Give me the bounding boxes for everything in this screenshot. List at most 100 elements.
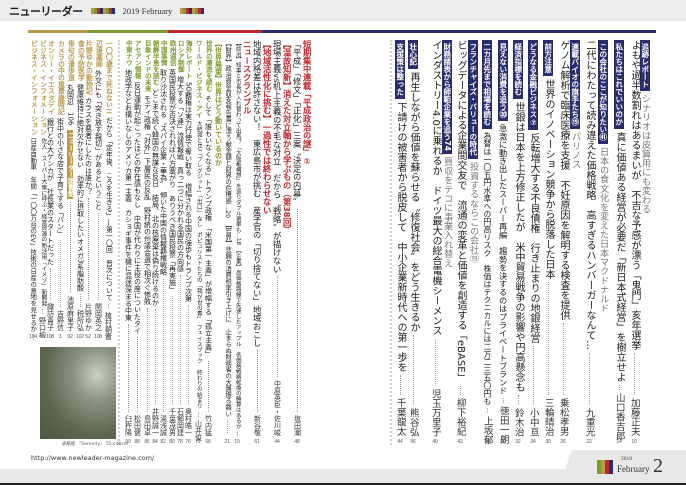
author-name: 湯浅誠 <box>159 415 168 436</box>
section-tag: 欧州通信 <box>168 40 177 66</box>
page-ref: 21 <box>224 439 230 445</box>
contents-entry[interactable]: カメラの中の風景歳時記 街中の小さな店で子育てする「パン」 吉野信 3 <box>56 40 65 340</box>
dotted-leader <box>146 308 148 412</box>
article-title: だから「定年後、ころを生きる」―第一〇回 晋次について <box>104 117 113 301</box>
contents-entry[interactable]: 一〇〇歳まで死ねない!! だから「定年後、ころを生きる」―第一〇回 晋次について植… <box>104 40 113 340</box>
page-ref: 34 <box>530 439 536 445</box>
contents-entry[interactable]: 追跡レポート シナリオは皮算用にも変わる <box>638 40 652 445</box>
contents-entry[interactable]: 辺境薬師 外交にも「突き放す親切」があるということ 関岡英之 108 <box>94 40 103 340</box>
contents-entry[interactable]: 連載バイオの旗手たち⑲ パリノス <box>568 40 582 445</box>
contents-entry[interactable]: 現場主義vs机上主義の不毛な対立 だから〝戦略〟が描けない 中原英臣・佐川峻 44 <box>272 40 282 445</box>
contents-entry[interactable]: この会社のここが知りたい㊶ 日本の食文化を変えた日本マクドナルド <box>596 40 610 445</box>
contents-entry[interactable]: ニュースクランブル <box>242 40 252 445</box>
author-name: 鈴木治 <box>512 407 524 437</box>
contents-entry[interactable]: 海外レポート 5G覇権は実力行使で奪い取る 増幅される中国の強歩もトランプ次第 奥村… <box>184 40 193 445</box>
dotted-leader <box>41 309 43 315</box>
page-ref: 108 <box>46 334 54 340</box>
author-name: 片野ゆか <box>84 303 93 331</box>
contents-entry[interactable]: 片野ゆかの動物記 カラスを悪者にしたのは誰か？ 片野ゆか 52 <box>84 40 93 340</box>
contents-entry[interactable]: ロシア制御 増大する「ソ連」流情報戦 真っ二つに分かれる国民の方向感 石郷岡建 78 <box>176 40 184 445</box>
contents-entry[interactable]: ワールド・ビジネス・アイ 大統領とEU「ブレグジット」「出口」なし ポピュリストた… <box>194 40 202 445</box>
contents-entry[interactable]: 俳句の漫歩道 丸岡忍 106 ニューリーダー図書館 池原麻里子 92 <box>66 40 75 340</box>
contents-entry[interactable]: 【地域活性化に挑む】一過性では終わらせない <box>262 40 272 445</box>
section-tag: 俳句の漫歩道 <box>66 40 75 81</box>
issue-label: 2019 February <box>122 5 173 16</box>
page-ref: 96 <box>410 439 416 445</box>
author-name: 児玉万里子 <box>429 388 441 437</box>
author-name: 塩田潮 <box>293 415 302 436</box>
contents-entry[interactable]: ビジネス・インフォメーション 日産自動車 年間「一〇〇万台のEV」技術の日産の意地… <box>29 40 38 341</box>
article-title: そして「誰もいなくなる」トランプ政権 「米国第一主義」が増幅する「孤立主義」 <box>204 95 213 358</box>
contents-entry[interactable]: 地域内格差は許さない！ 東広島市が挑む 産学官の「切り捨てない」地域おこし 新谷敬… <box>252 40 262 445</box>
page-ref: 102 <box>76 334 84 340</box>
contents-entry[interactable]: 朝鮮半島を読む どこまで続く韓国の無謀な反日 結局、北の核廃棄は偽り続けるのか 井野… <box>151 40 159 445</box>
section-tag: 二カ月先まで相場を読む <box>482 40 492 129</box>
dotted-leader <box>412 334 414 405</box>
contents-entry[interactable]: 「平成」「修文」「正化」三案〝決定の内幕〟 塩田潮 48 <box>292 40 302 445</box>
contents-entry[interactable]: フランチャイズ・バリューの時代 投資するならこの会社⑲ <box>466 40 480 445</box>
contents-entry[interactable]: 経済指標を読む 世銀は日本を上方修正したが 米中貿易戦争の影響や円高懸念も 鈴木治 3… <box>511 40 525 445</box>
page-ref: 61 <box>254 439 260 445</box>
dotted-leader <box>236 432 238 438</box>
contents-entry[interactable]: 支援策は整った 下請けの被害者から脱皮して 中小企業新時代への第一歩を 千葉龍太 44 <box>393 40 407 445</box>
page-number: 2 <box>653 455 663 477</box>
contents-entry[interactable]: 【財界】政治資金収支報告書に漂う献金額と財界の危機感…20 【官界】悲願の消費税… <box>222 40 232 445</box>
dotted-leader <box>207 360 209 412</box>
section-tag: 私たちはこれでいいのか <box>614 40 624 129</box>
contents-entry[interactable]: 短期集中連載「平成政治の謎」① <box>302 40 312 445</box>
page-ref: 14 <box>616 439 622 445</box>
article-title: 地政学などお構いなしのアメリカ第一主義 カショギ事件を機に混迷深まる中東 <box>124 69 133 321</box>
page-ref: 68 <box>205 439 211 445</box>
section-tag: 支援策は整った <box>395 40 405 99</box>
page-ref: 10 <box>631 439 637 445</box>
contents-entry[interactable]: よもや過半数割れはあるまいが 不吉な予感が漂う「鬼門」亥年選挙 加藤正夫 10 <box>627 40 641 445</box>
article-title: 外交にも「突き放す親切」があるということ <box>94 70 103 211</box>
article-title: 5G覇権は実力行使で奪い取る 増幅される中国の強歩もトランプ次第 <box>184 82 193 302</box>
contents-entry[interactable]: オンリー・イエスタデイ 銀行との大ゲンカが 社長業のスタートだった 諏訪貴子 108 <box>46 40 54 340</box>
page-ref: 80 <box>169 439 175 445</box>
author-name: 税所弘 <box>76 310 85 331</box>
dotted-leader <box>87 198 89 300</box>
article-title: 【財界】政治資金収支報告書に漂う献金額と財界の危機感…20 【官界】悲願の消費税… <box>224 40 232 417</box>
author-name: 中原英臣・佐川峻 <box>273 380 282 436</box>
contents-entry[interactable]: 財務諸表から師範企業を追う74 買収をテコに事業入れ替え <box>440 40 454 445</box>
contents-entry[interactable]: どうなる金融ビジネス⑦ 反転増大する不良債権 行き止まりの地銀経営 小中亘 34 <box>526 40 540 445</box>
author-name: 池原麻里子 <box>66 296 75 331</box>
contents-entry[interactable]: 見えない消費を追う⑳ 急激に動き出したスーパー再編 趨勢を決するのはプライベートブ… <box>496 40 510 445</box>
author-name: 植村鞆音 <box>104 311 113 340</box>
author-name: 野口均 <box>38 317 47 339</box>
contents-entry[interactable]: 【政治】知事と市長が入れ替わって出馬？「大阪都構想」を巡りダブル選挙も…18 【… <box>232 40 242 445</box>
contents-entry[interactable]: 【温故知新】消えた対立軸から学ぶもの（第38回） <box>282 40 292 445</box>
dotted-leader <box>276 276 278 377</box>
website-link[interactable]: http://www.newleader-magazine.com/ <box>31 454 155 462</box>
contents-entry[interactable]: 二代にわたって読み違えた価格戦略 高すぎるハンバーガーなんて… 九重光 22 <box>582 40 596 445</box>
contents-entry[interactable]: 壮心記 再生しながら価値を蘇らせる〝修復社会〟をどう生きるか 熊谷弘 96 <box>406 40 420 445</box>
contents-entry[interactable]: 中東ナウ 地政学などお構いなしのアメリカ第一主義 カショギ事件を機に混迷深まる中東… <box>124 40 133 445</box>
dotted-leader <box>226 419 228 433</box>
author-name: 臼杵陽 <box>124 415 133 436</box>
page-ref: 40 <box>432 439 438 445</box>
contents-entry[interactable]: 私たちはこれでいいのか 真に価値ある経営が必要だ「新日本式経営」を樹立せよ 山口香吉… <box>612 40 626 445</box>
contents-entry[interactable]: 欧州通信 英国民投票が否決されれば八方塞がり ありうべき国民投票「再実施」 千葉茂男… <box>168 40 177 445</box>
contents-entry[interactable]: ビジネス・インフォメーション 佐人 スーパー大衆に呼ぶ・経営資源の新活用「イメゾ」… <box>38 40 47 340</box>
contents-entry[interactable]: 前方注意 世界のイノベーション競争から脱落した日本 三輪晴治 30 <box>541 40 555 445</box>
contents-entry[interactable]: 巨象インドの未来 モディ政権「対外」下層民の反乱 野村統の州議会選で相次ぐ惨敗 島田… <box>143 40 151 445</box>
section-tag: 一〇〇歳まで死ねない!! <box>104 40 113 115</box>
page-ref: 3 <box>58 334 62 340</box>
contents-entry[interactable]: 【世界展望】世界はどう動いているのか <box>214 40 223 445</box>
section-tag: この会社のここが知りたい㊶ <box>598 40 608 144</box>
dotted-leader <box>171 296 173 405</box>
contents-entry[interactable]: インダストリー4.0に乗れるか ドイツ最大の総合電機シーメンス 児玉万里子 40 <box>428 40 442 445</box>
contents-entry[interactable]: ビッグデータによる企業間交友で 流通の変革と価値を創造する「eBASE」 柳下裕紀… <box>453 40 467 445</box>
color-blocks-icon <box>597 460 613 474</box>
author-name: 小中亘 <box>527 407 539 437</box>
contents-entry[interactable]: 世界の潮流を読む そして「誰もいなくなる」トランプ政権 「米国第一主義」が増幅する… <box>204 40 213 445</box>
section-heading: ニュースクランブル <box>242 40 253 115</box>
contents-entry[interactable]: 中国事情 取り沙汰される〝スパイ企業・華為〟 傾いた中国の情報覇権戦略 湯浅誠 82 <box>159 40 168 445</box>
contents-entry[interactable]: ゲノム解析で臨床医療を支援 不妊原因を解明する検査を提供 乗松孝男 26 <box>556 40 570 445</box>
section-tag: 連載バイオの旗手たち⑲ <box>570 40 580 129</box>
author-name: 吉野信 <box>56 310 65 331</box>
contents-entry[interactable]: 食の予防医学 健康維持に絶対欠かせない 効率的に摂取したいオメガ3系脂肪酸 税所弘 1… <box>76 40 85 340</box>
contents-entry[interactable]: 二カ月先まで相場を読む 為替は一〇五円水準への円高リスク 株価はテクニカルには二万… <box>480 40 494 445</box>
contents-entry[interactable]: アセアン情報 反日運動が起こったほどの存在感もなし 中国が代わりに主役の座についた… <box>133 40 141 445</box>
